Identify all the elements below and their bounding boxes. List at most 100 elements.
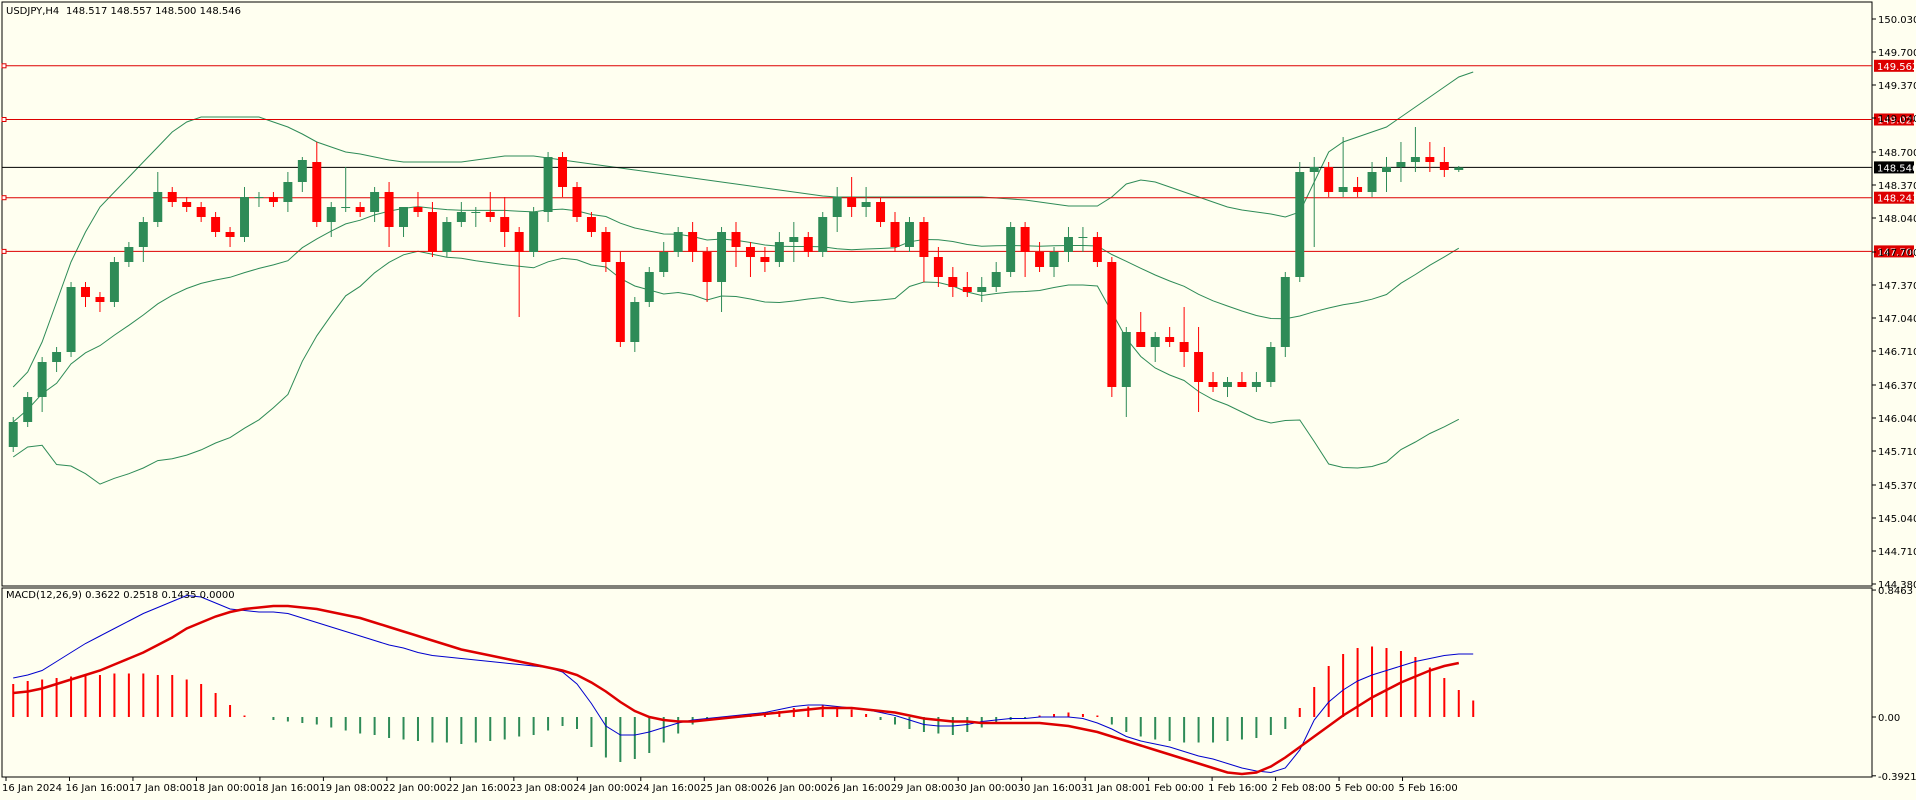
bollinger-bands [12, 71, 1474, 485]
candle-body-bear [1165, 337, 1175, 342]
candle-body-bull [138, 222, 148, 247]
candle-body-bear [1035, 252, 1045, 267]
candle-body-bull [1280, 277, 1290, 347]
candle-body-bear [1439, 162, 1449, 170]
candle-body-bull [1078, 237, 1088, 238]
candle-body-bear [933, 257, 943, 277]
time-tick-label: 24 Jan 00:00 [573, 783, 636, 794]
candle-body-bull [297, 160, 307, 182]
candle-body-bear [558, 157, 568, 187]
level-handle[interactable] [1, 117, 7, 122]
time-tick-label: 16 Jan 2024 [2, 783, 62, 794]
candle-body-bull [109, 262, 119, 302]
time-tick-label: 18 Jan 16:00 [256, 783, 319, 794]
candle-body-bear [1020, 227, 1030, 252]
bollinger-upper-line [12, 71, 1474, 388]
horizontal-levels[interactable]: 149.562 149.025 148.243 147.706 148.546 [1, 59, 1916, 259]
time-tick-label: 22 Jan 00:00 [383, 783, 446, 794]
signal-line [13, 604, 1460, 776]
candle-body-bear [586, 217, 596, 232]
candle-body-bull [789, 237, 799, 242]
price-tick-label: 144.710 [1878, 547, 1916, 558]
candle-body-bear [196, 207, 206, 217]
candle-body-bear [500, 217, 510, 232]
candle-body-bear [948, 277, 958, 287]
time-tick-label: 26 Jan 16:00 [827, 783, 890, 794]
candle-body-bull [37, 362, 47, 397]
time-tick-label: 26 Jan 00:00 [764, 783, 827, 794]
level-handle[interactable] [1, 248, 7, 254]
candle-body-bull [630, 302, 640, 342]
candle-body-bear [760, 257, 770, 262]
candle-body-bear [601, 232, 611, 262]
time-tick-label: 1 Feb 16:00 [1208, 783, 1267, 794]
candle-body-bull [774, 242, 784, 262]
candle-body-bull [8, 422, 18, 447]
candle-body-bull [1410, 157, 1420, 162]
candle-body-bull [1338, 187, 1348, 192]
candle-body-bull [1223, 382, 1232, 387]
candle-body-bear [1208, 382, 1218, 387]
candle-body-bear [167, 192, 177, 202]
candle-body-bull [1049, 252, 1059, 267]
candle-body-bull [1251, 382, 1261, 387]
price-tick-label: 148.370 [1878, 181, 1916, 192]
time-tick-label: 24 Jan 16:00 [637, 783, 700, 794]
candle-body-bull [240, 197, 249, 237]
candle-body-bull [1454, 167, 1464, 170]
candle-body-bear [95, 297, 105, 302]
price-axis: 150.030 149.700 149.370 149.040 148.700 148.3… [1872, 15, 1916, 591]
candle-body-bull [832, 197, 842, 217]
candle-body-bear [427, 212, 437, 252]
candle-body-bear [514, 232, 524, 252]
macd-panel[interactable]: 0.8463 0.00 -0.3921 MACD(12,26,9) 0.3622 0… [1, 586, 1916, 783]
level-price-tag [1874, 245, 1914, 258]
level-handle[interactable] [1, 63, 7, 69]
candle-body-bull [717, 232, 727, 282]
macd-lines [13, 594, 1474, 776]
candle-body-bear [81, 287, 90, 297]
candle-body-bull [370, 192, 380, 212]
candle-body-bull [1367, 172, 1377, 192]
price-tick-label: 146.040 [1878, 414, 1916, 425]
candle-body-bear [1194, 352, 1204, 382]
candle-body-bear [803, 237, 813, 252]
price-tick-label: 145.040 [1878, 514, 1916, 525]
price-tick-label: 145.710 [1878, 447, 1916, 458]
candle-body-bull [861, 202, 871, 207]
candle-body-bear [312, 162, 322, 222]
candle-body-bear [1237, 382, 1247, 387]
price-tick-label: 149.040 [1878, 114, 1916, 125]
macd-tick-label: -0.3921 [1878, 772, 1916, 783]
candle-body-bear [919, 222, 929, 257]
macd-histogram [12, 646, 1475, 762]
level-price-label: 147.706 [1877, 247, 1916, 258]
candle-body-bull [254, 197, 264, 198]
candle-body-bull [283, 182, 293, 202]
candle-body-bear [384, 192, 394, 227]
candle-body-bear [225, 232, 235, 237]
candle-body-bull [991, 272, 1001, 287]
candle-body-bull [543, 157, 553, 212]
candle-body-bull [1150, 337, 1160, 347]
price-panel[interactable]: 149.562 149.025 148.243 147.706 148.546 150.… [1, 1, 1916, 591]
time-tick-label: 22 Jan 16:00 [446, 783, 509, 794]
candle-body-bull [124, 247, 134, 262]
time-tick-label: 18 Jan 00:00 [192, 783, 255, 794]
candle-body-bear [745, 247, 755, 257]
price-tick-label: 146.710 [1878, 347, 1916, 358]
level-handle[interactable] [1, 195, 7, 201]
candle-body-bear [413, 207, 423, 212]
candle-body-bear [485, 212, 495, 217]
ohlc-readout: 148.517 148.557 148.500 148.546 [66, 6, 241, 17]
time-tick-label: 5 Feb 00:00 [1335, 783, 1394, 794]
candle-body-bear [702, 252, 712, 282]
candle-body-bear [847, 197, 857, 207]
price-tick-label: 149.700 [1878, 48, 1916, 59]
candle-body-bear [1092, 237, 1102, 262]
time-tick-label: 1 Feb 00:00 [1145, 783, 1204, 794]
price-tick-label: 147.700 [1878, 248, 1916, 259]
candle-body-bull [66, 287, 76, 352]
